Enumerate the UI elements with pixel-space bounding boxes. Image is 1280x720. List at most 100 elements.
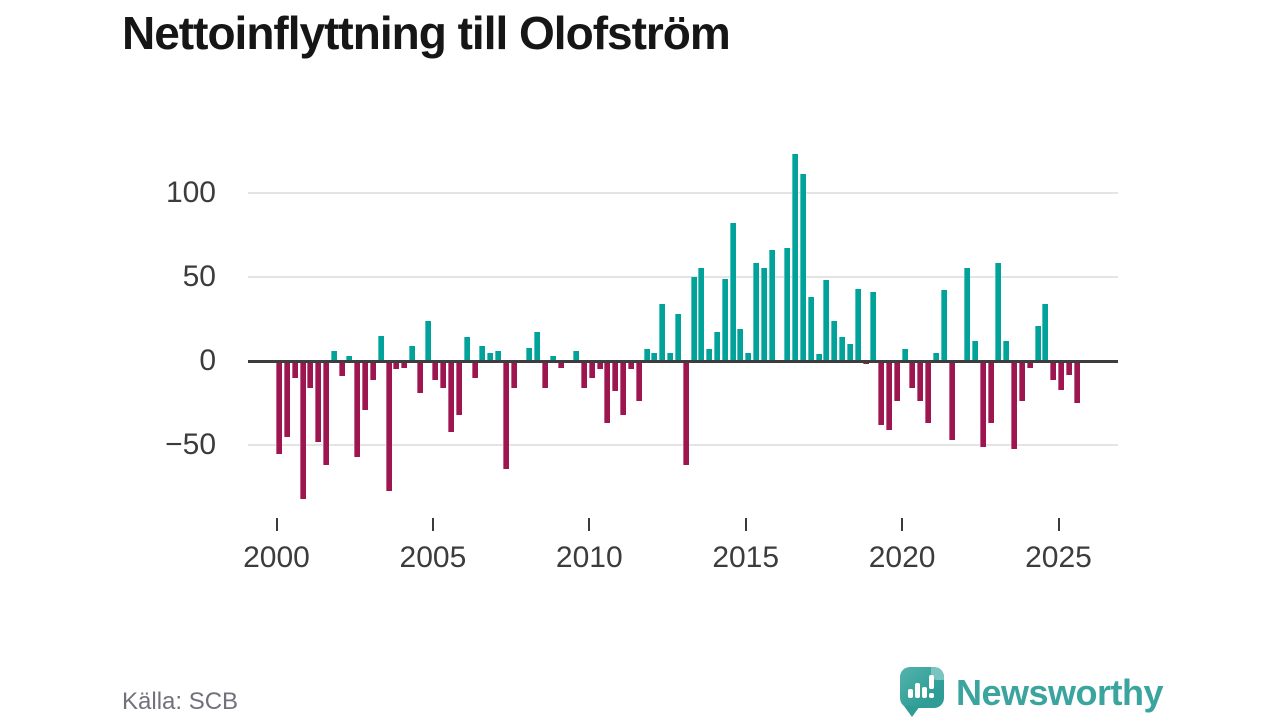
x-axis-label-2025: 2025 xyxy=(1025,541,1092,574)
bar-2006-q3 xyxy=(479,345,486,361)
source-note: Källa: SCB xyxy=(122,688,239,715)
bar-2002-q2 xyxy=(346,355,353,361)
x-axis-tick-2000 xyxy=(275,518,278,531)
x-axis-zero-line xyxy=(248,359,1118,363)
y-axis-label--50: −50 xyxy=(165,428,216,462)
bar-2000-q4 xyxy=(299,361,306,500)
bar-2015-q2 xyxy=(753,263,759,361)
bar-2001-q2 xyxy=(315,361,322,442)
bar-2014-q4 xyxy=(737,329,744,361)
x-axis-label-2000: 2000 xyxy=(243,541,310,574)
bar-2025-q2 xyxy=(1065,361,1072,375)
bar-2022-q1 xyxy=(964,268,971,361)
bar-2017-q3 xyxy=(823,280,830,361)
bar-2019-q2 xyxy=(878,361,885,425)
bar-2003-q3 xyxy=(385,361,392,491)
gridline-100 xyxy=(248,191,1118,194)
bar-2001-q4 xyxy=(330,350,337,361)
bar-2012-q4 xyxy=(674,313,681,361)
bar-2019-q1 xyxy=(870,292,877,361)
bar-2004-q3 xyxy=(416,361,423,393)
bar-2004-q2 xyxy=(408,345,415,361)
bar-2003-q2 xyxy=(377,335,384,361)
bar-2007-q3 xyxy=(510,361,517,388)
y-axis-label-100: 100 xyxy=(165,175,216,209)
bar-2021-q3 xyxy=(948,361,955,441)
bar-2014-q3 xyxy=(729,222,736,361)
bar-2002-q1 xyxy=(338,361,345,377)
gridline-50 xyxy=(248,275,1118,278)
bar-2016-q2 xyxy=(784,248,791,361)
bar-2018-q4 xyxy=(862,361,869,365)
bar-2012-q1 xyxy=(651,352,658,361)
x-axis-label-2010: 2010 xyxy=(555,541,623,574)
bar-2000-q2 xyxy=(283,361,290,437)
chart-title: Nettoinflyttning till Olofström xyxy=(122,7,731,59)
logo-fold-corner xyxy=(931,667,944,680)
bar-2015-q4 xyxy=(768,249,775,361)
bar-2022-q4 xyxy=(987,361,994,424)
bar-2008-q1 xyxy=(526,347,533,361)
x-axis-label-2020: 2020 xyxy=(868,541,936,574)
bar-2008-q2 xyxy=(534,332,541,361)
bar-2011-q2 xyxy=(627,361,634,370)
bar-2008-q4 xyxy=(549,355,556,361)
bar-2019-q3 xyxy=(886,361,892,430)
bar-2021-q2 xyxy=(940,290,947,361)
bar-2015-q1 xyxy=(745,352,752,361)
bar-2010-q2 xyxy=(596,361,603,370)
bar-2022-q3 xyxy=(979,361,986,447)
bar-2000-q3 xyxy=(291,361,298,378)
bar-2024-q3 xyxy=(1042,303,1049,361)
bar-2006-q2 xyxy=(471,361,478,378)
bar-2003-q4 xyxy=(393,361,400,370)
logo-mini-bar-1 xyxy=(908,689,913,698)
x-axis-tick-2015 xyxy=(744,518,747,531)
bar-2011-q4 xyxy=(643,349,650,361)
x-axis-label-2005: 2005 xyxy=(399,541,467,574)
bar-2014-q2 xyxy=(721,278,728,361)
bar-2010-q1 xyxy=(588,361,595,378)
bar-2017-q1 xyxy=(807,297,814,361)
bar-2023-q4 xyxy=(1018,361,1025,402)
logo-exclamation-dot xyxy=(929,693,934,698)
logo-mini-bar-2 xyxy=(915,683,920,698)
bar-2005-q4 xyxy=(455,361,462,415)
bar-2020-q4 xyxy=(925,361,932,424)
bar-2016-q4 xyxy=(799,174,806,361)
bar-2023-q3 xyxy=(1011,361,1018,449)
bar-2005-q2 xyxy=(440,361,447,388)
newsworthy-logo: Newsworthy xyxy=(898,664,1164,717)
bar-2005-q3 xyxy=(448,361,454,432)
bar-2018-q2 xyxy=(846,344,853,361)
bar-2004-q4 xyxy=(424,320,431,361)
bar-2013-q1 xyxy=(682,361,689,466)
bar-2009-q3 xyxy=(573,350,580,361)
newsworthy-logo-icon xyxy=(900,667,944,708)
bar-2012-q3 xyxy=(667,352,673,361)
x-axis-tick-2025 xyxy=(1057,518,1060,531)
bar-2024-q4 xyxy=(1050,361,1057,380)
bar-2017-q2 xyxy=(815,354,822,361)
bar-2014-q1 xyxy=(713,332,720,361)
bar-2002-q4 xyxy=(362,361,368,410)
bar-2008-q3 xyxy=(541,361,548,388)
logo-exclamation-icon xyxy=(929,675,934,689)
bar-2020-q2 xyxy=(909,361,916,388)
x-axis-label-2015: 2015 xyxy=(712,541,780,574)
bar-2011-q3 xyxy=(635,361,642,402)
bar-2021-q1 xyxy=(932,352,939,361)
bar-2006-q4 xyxy=(487,352,494,361)
logo-mini-bar-3 xyxy=(922,687,927,698)
bar-2013-q3 xyxy=(698,268,705,361)
bar-2003-q1 xyxy=(369,361,376,380)
bar-2025-q3 xyxy=(1073,361,1080,404)
bar-2007-q1 xyxy=(495,350,501,361)
bar-2023-q1 xyxy=(995,263,1002,361)
bar-2012-q2 xyxy=(659,303,666,361)
bar-2009-q1 xyxy=(557,361,564,368)
bar-2019-q4 xyxy=(893,361,900,402)
y-axis-label-0: 0 xyxy=(199,344,216,377)
newsworthy-wordmark: Newsworthy xyxy=(956,672,1164,713)
